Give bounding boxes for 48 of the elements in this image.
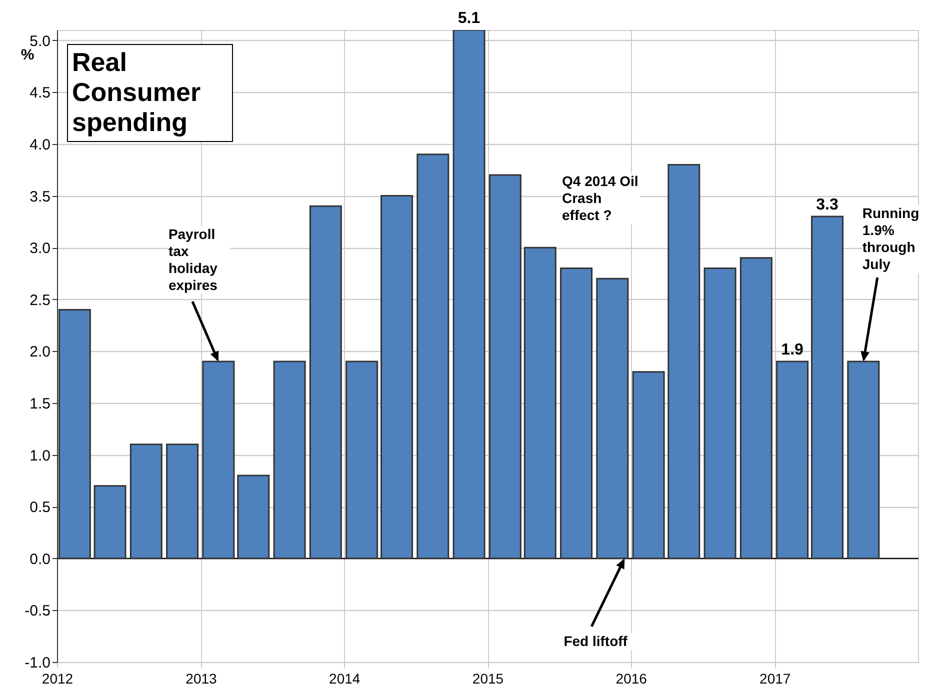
bar (847, 360, 880, 560)
bar (237, 474, 270, 560)
bar (346, 360, 378, 560)
bar (380, 195, 414, 560)
data-label: 5.1 (458, 10, 480, 27)
bar (524, 246, 556, 560)
y-tick-label: -1.0 (24, 654, 50, 672)
text: Real Consumer spending (67, 44, 233, 142)
bar (488, 174, 522, 560)
bar (632, 371, 665, 560)
y-tick-label: 4.5 (30, 84, 50, 102)
y-tick-label: 3.5 (30, 188, 50, 206)
bar (452, 30, 486, 560)
y-tick-label: 2.5 (30, 292, 50, 309)
bar (740, 257, 772, 560)
bar (811, 216, 844, 560)
x-tick-label: 2016 (616, 670, 648, 684)
y-tick-label: 3.0 (30, 240, 50, 258)
y-tick-label: 1.5 (30, 395, 50, 412)
bar (668, 164, 700, 560)
y-tick-label: 0.5 (30, 499, 50, 516)
x-tick-label: 2017 (760, 670, 791, 684)
x-tick-label: 2015 (472, 670, 504, 684)
data-label: 3.3 (816, 196, 838, 214)
bar (166, 444, 199, 560)
data-label: 1.9 (781, 342, 804, 359)
annotation: Q4 2014 Oil Crash effect ? (562, 173, 640, 224)
bar (596, 278, 629, 560)
annotation: Payroll tax holiday expires (168, 226, 230, 294)
bar (560, 268, 593, 560)
annotation: Fed liftoff (550, 633, 641, 650)
bar (776, 360, 809, 560)
bar (130, 444, 162, 560)
bar (94, 485, 126, 560)
annotation: Running 1.9% through July (862, 204, 930, 273)
x-tick-label: 2014 (329, 670, 360, 684)
y-tick-label: 2.0 (30, 344, 50, 361)
y-tick-label: 0.0 (30, 550, 50, 568)
x-tick-label: 2012 (42, 670, 74, 684)
bar (416, 154, 450, 560)
bar (273, 360, 306, 560)
y-tick-label: -0.5 (24, 602, 50, 620)
bar (309, 205, 342, 560)
x-tick-label: 2013 (186, 670, 218, 684)
bar (704, 268, 736, 560)
y-tick-label: 4.0 (30, 136, 50, 154)
y-tick-label: 1.0 (30, 447, 50, 464)
bar (202, 360, 235, 560)
